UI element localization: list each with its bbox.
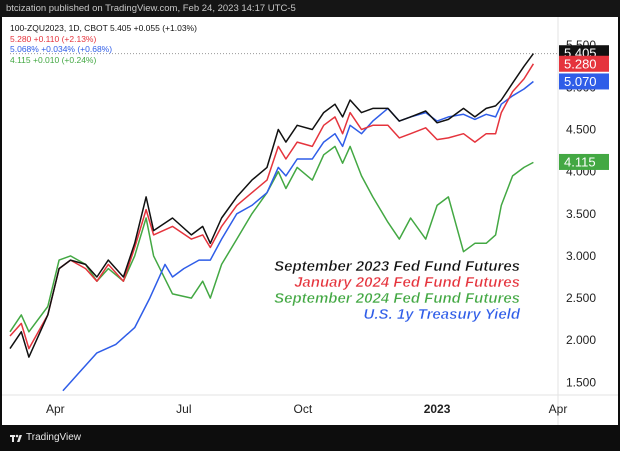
series-line — [9, 145, 534, 333]
series-line — [62, 80, 534, 392]
publisher-text: btcization published on TradingView.com,… — [6, 3, 296, 14]
publisher-header: btcization published on TradingView.com,… — [0, 0, 620, 17]
legend-label: 4.115 +0.010 (+0.24%) — [10, 54, 97, 65]
y-tick-label: 2.500 — [566, 291, 596, 305]
x-tick-label: Jul — [176, 402, 191, 416]
legend-row-sep2023: 100-ZQU2023, 1D, CBOT 5.405 +0.055 (+1.0… — [10, 23, 197, 34]
y-tick-label: 4.500 — [566, 123, 596, 137]
legend-row-sep2024: 4.115 +0.010 (+0.24%) — [10, 55, 197, 66]
price-badge-label: 4.115 — [564, 154, 596, 169]
legend-label: 5.068% +0.034% (+0.68%) — [10, 44, 113, 54]
y-tick-label: 3.500 — [566, 207, 596, 221]
series-line — [9, 63, 535, 350]
x-tick-label: Apr — [549, 402, 568, 416]
chart-svg: 1.5002.0002.5003.0003.5004.0004.5005.000… — [2, 17, 618, 425]
x-tick-label: Oct — [294, 402, 313, 416]
price-badge-label: 5.280 — [564, 56, 597, 71]
y-tick-label: 1.500 — [566, 375, 596, 389]
footer-brand: TradingView — [26, 432, 82, 443]
x-tick-label: 2023 — [424, 402, 451, 416]
chart-panel: 1.5002.0002.5003.0003.5004.0004.5005.000… — [2, 17, 618, 425]
legend-row-jan2024: 5.280 +0.110 (+2.13%) — [10, 34, 197, 45]
price-badge-label: 5.070 — [564, 74, 597, 89]
chart-annotation: U.S. 1y Treasury Yield — [364, 306, 521, 323]
chart-annotation: January 2024 Fed Fund Futures — [294, 274, 520, 291]
x-tick-label: Apr — [46, 402, 65, 416]
tradingview-logo-icon — [10, 434, 22, 442]
legend-label: 100-ZQU2023, 1D, CBOT 5.405 +0.055 (+1.0… — [10, 23, 197, 33]
y-tick-label: 3.000 — [566, 249, 596, 263]
chart-annotation: September 2024 Fed Fund Futures — [274, 290, 520, 307]
series-line — [9, 53, 535, 358]
price-badge — [559, 55, 609, 72]
price-badge — [559, 73, 609, 90]
legend-label: 5.280 +0.110 (+2.13%) — [10, 33, 97, 44]
price-badge — [559, 153, 609, 170]
chart-annotation: September 2023 Fed Fund Futures — [274, 258, 520, 275]
footer-bar: TradingView — [0, 425, 620, 451]
legend-row-treasury: 5.068% +0.034% (+0.68%) — [10, 44, 197, 55]
y-tick-label: 2.000 — [566, 333, 596, 347]
legend: 100-ZQU2023, 1D, CBOT 5.405 +0.055 (+1.0… — [10, 23, 197, 65]
